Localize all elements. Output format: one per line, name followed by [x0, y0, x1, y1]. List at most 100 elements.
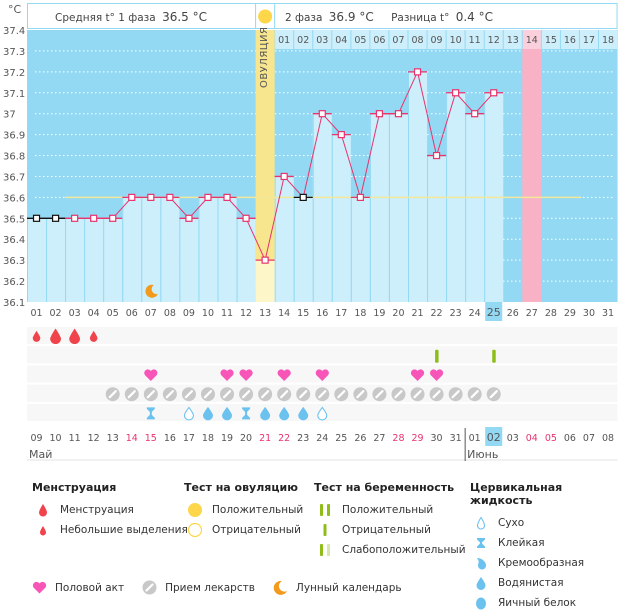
y-tick-label: 36.2: [3, 277, 25, 288]
pill-stripe: [356, 390, 365, 399]
temperature-point[interactable]: [242, 214, 250, 222]
fluid-watery-icon: [260, 406, 271, 421]
temperature-point[interactable]: [452, 89, 460, 97]
temperature-point[interactable]: [223, 193, 231, 201]
calendar-date-label: 18: [202, 433, 214, 444]
temperature-bar: [312, 113, 332, 302]
calendar-date-label: 23: [297, 433, 309, 444]
pill-stripe: [470, 390, 479, 399]
temperature-bar: [46, 218, 66, 302]
y-tick-label: 37: [3, 110, 16, 121]
temperature-bar: [160, 197, 180, 302]
temperature-point[interactable]: [471, 110, 479, 118]
cycle-day-label: 14: [278, 308, 290, 319]
temperature-point[interactable]: [337, 131, 345, 139]
fluid-watery-icon: [222, 406, 233, 421]
cycle-day-label: 16: [316, 308, 328, 319]
temperature-point[interactable]: [109, 214, 117, 222]
fluid-dry-icon: [470, 516, 492, 530]
y-tick-label: 37.1: [3, 89, 25, 100]
post-ovulation-day-cell: [313, 30, 332, 49]
calendar-date-label: 09: [30, 433, 42, 444]
expected-period-column: [522, 49, 542, 302]
pill-stripe: [146, 390, 155, 399]
temperature-bar: [236, 218, 256, 302]
cycle-day-label: 10: [202, 308, 214, 319]
post-ovulation-day-label: 05: [354, 35, 366, 46]
y-tick-label: 36.7: [3, 172, 25, 183]
temperature-point[interactable]: [71, 214, 79, 222]
temperature-point[interactable]: [147, 193, 155, 201]
calendar-date-label: 08: [602, 433, 614, 444]
legend-item: Кремообразная: [470, 553, 626, 573]
pill-stripe: [489, 390, 498, 399]
post-ovulation-day-cell: [446, 30, 465, 49]
temperature-point[interactable]: [299, 193, 307, 201]
pill-stripe: [184, 390, 194, 399]
calendar-date-label: 20: [240, 433, 252, 444]
temperature-point[interactable]: [356, 193, 364, 201]
pregnancy-faint-icon: [314, 543, 336, 557]
temperature-point[interactable]: [280, 172, 288, 181]
temperature-point[interactable]: [90, 214, 98, 222]
temperature-bar: [84, 218, 104, 302]
temperature-point[interactable]: [375, 110, 384, 118]
cycle-day-label: 31: [602, 308, 614, 319]
temperature-point[interactable]: [204, 193, 212, 201]
temperature-segment: [264, 176, 285, 261]
legend-item: Положительный: [314, 500, 466, 520]
temperature-bar: [350, 197, 370, 302]
fluid-sticky-icon: [242, 407, 251, 420]
post-ovulation-day-cell: [522, 30, 541, 49]
cycle-day-label: 23: [450, 308, 462, 319]
cycle-day-label: 08: [164, 308, 176, 319]
temperature-point[interactable]: [185, 214, 193, 222]
calendar-date-label: 13: [107, 433, 119, 444]
fluid-dry-icon: [183, 406, 194, 421]
temperature-point[interactable]: [318, 110, 326, 118]
phase2-summary: 2 фаза 36.9 °C Разница t° 0.4 °C: [285, 10, 493, 24]
post-ovulation-day-cell: [484, 30, 503, 49]
phase1-label: Средняя t° 1 фаза: [55, 12, 156, 24]
y-tick-label: 36.5: [3, 214, 25, 225]
temperature-point[interactable]: [51, 214, 60, 222]
temperature-point[interactable]: [490, 89, 498, 97]
post-ovulation-day-cell: [332, 30, 351, 49]
ovulation-column-lower: [255, 260, 275, 302]
cycle-day-label: 07: [145, 308, 157, 319]
blood-drop-icon: [69, 328, 81, 345]
post-ovulation-day-cell: [541, 30, 560, 49]
temperature-point[interactable]: [261, 256, 269, 264]
cycle-day-label: 21: [411, 308, 423, 319]
temperature-point[interactable]: [166, 193, 174, 201]
calendar-date-label: 04: [526, 433, 538, 444]
calendar-date-label: 11: [69, 433, 81, 444]
temperature-point[interactable]: [128, 193, 136, 201]
calendar-date-label: 16: [164, 433, 176, 444]
calendar-date-label: 10: [50, 433, 62, 444]
symbol-row-bg: [27, 327, 618, 345]
temperature-point[interactable]: [394, 110, 403, 118]
temperature-point[interactable]: [413, 68, 422, 76]
cycle-day-label: 29: [564, 308, 576, 319]
cycle-day-label: 30: [583, 308, 595, 319]
cycle-day-label: 02: [50, 308, 62, 319]
fluid-creamy-icon: [470, 556, 492, 570]
legend-pregnancy-test: Тест на беременность Положительный Отриц…: [314, 481, 466, 560]
temperature-segment: [436, 92, 457, 156]
legend-label: Половой акт: [55, 581, 125, 594]
fluid-sticky-icon: [470, 536, 492, 550]
post-ovulation-day-label: 09: [431, 35, 443, 46]
legend-item: Менструация: [32, 500, 188, 520]
legend-label: Сухо: [498, 517, 525, 529]
phase2-label: 2 фаза: [285, 12, 323, 24]
diff-label: Разница t°: [391, 12, 450, 24]
symbol-row-bg: [27, 346, 618, 364]
y-tick-label: 37.2: [3, 68, 25, 79]
post-ovulation-day-cell: [599, 30, 618, 49]
cycle-day-label: 17: [335, 308, 347, 319]
temperature-point[interactable]: [432, 151, 441, 160]
temperature-point[interactable]: [32, 214, 41, 222]
post-ovulation-day-cell: [275, 30, 294, 49]
pregnancy-negative-icon: [314, 523, 336, 537]
